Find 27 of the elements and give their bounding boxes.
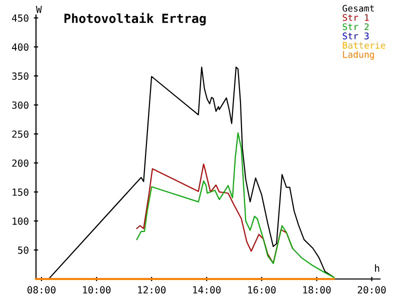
chart-title: Photovoltaik Ertrag (64, 12, 206, 26)
text: Gesamt (342, 4, 374, 12)
y-tick-label: 200 (12, 159, 28, 167)
y-axis-title: W (36, 6, 42, 13)
x-tick-label: 08:00 (28, 286, 56, 294)
text: Ladung (343, 50, 374, 60)
x-tick-label: 20:00 (358, 286, 386, 294)
x-tick-label: 18:00 (303, 286, 331, 294)
line-series (48, 66, 334, 280)
legend-label: Batterie (342, 42, 386, 49)
text: Str 2 (342, 23, 369, 30)
x-tick-label: 14:00 (193, 286, 221, 294)
x-axis-title: h (375, 264, 380, 272)
y-tick-label: 450 (12, 14, 28, 22)
x-tick-label: 10:00 (83, 286, 111, 294)
y-tick-label: 150 (12, 188, 28, 196)
legend-label: Str 3 (342, 32, 369, 40)
x-tick-label: 12:00 (138, 286, 166, 294)
x-tick-label: 16:00 (248, 286, 276, 294)
line-series (136, 132, 334, 278)
y-tick-label: 400 (12, 43, 28, 51)
y-tick-label: 100 (12, 217, 28, 225)
y-tick-label: 250 (12, 130, 28, 138)
y-tick-label: 50 (18, 246, 28, 254)
text: Str 1 (342, 14, 369, 21)
y-tick-label: 350 (12, 72, 28, 80)
y-tick-label: 300 (12, 101, 28, 109)
